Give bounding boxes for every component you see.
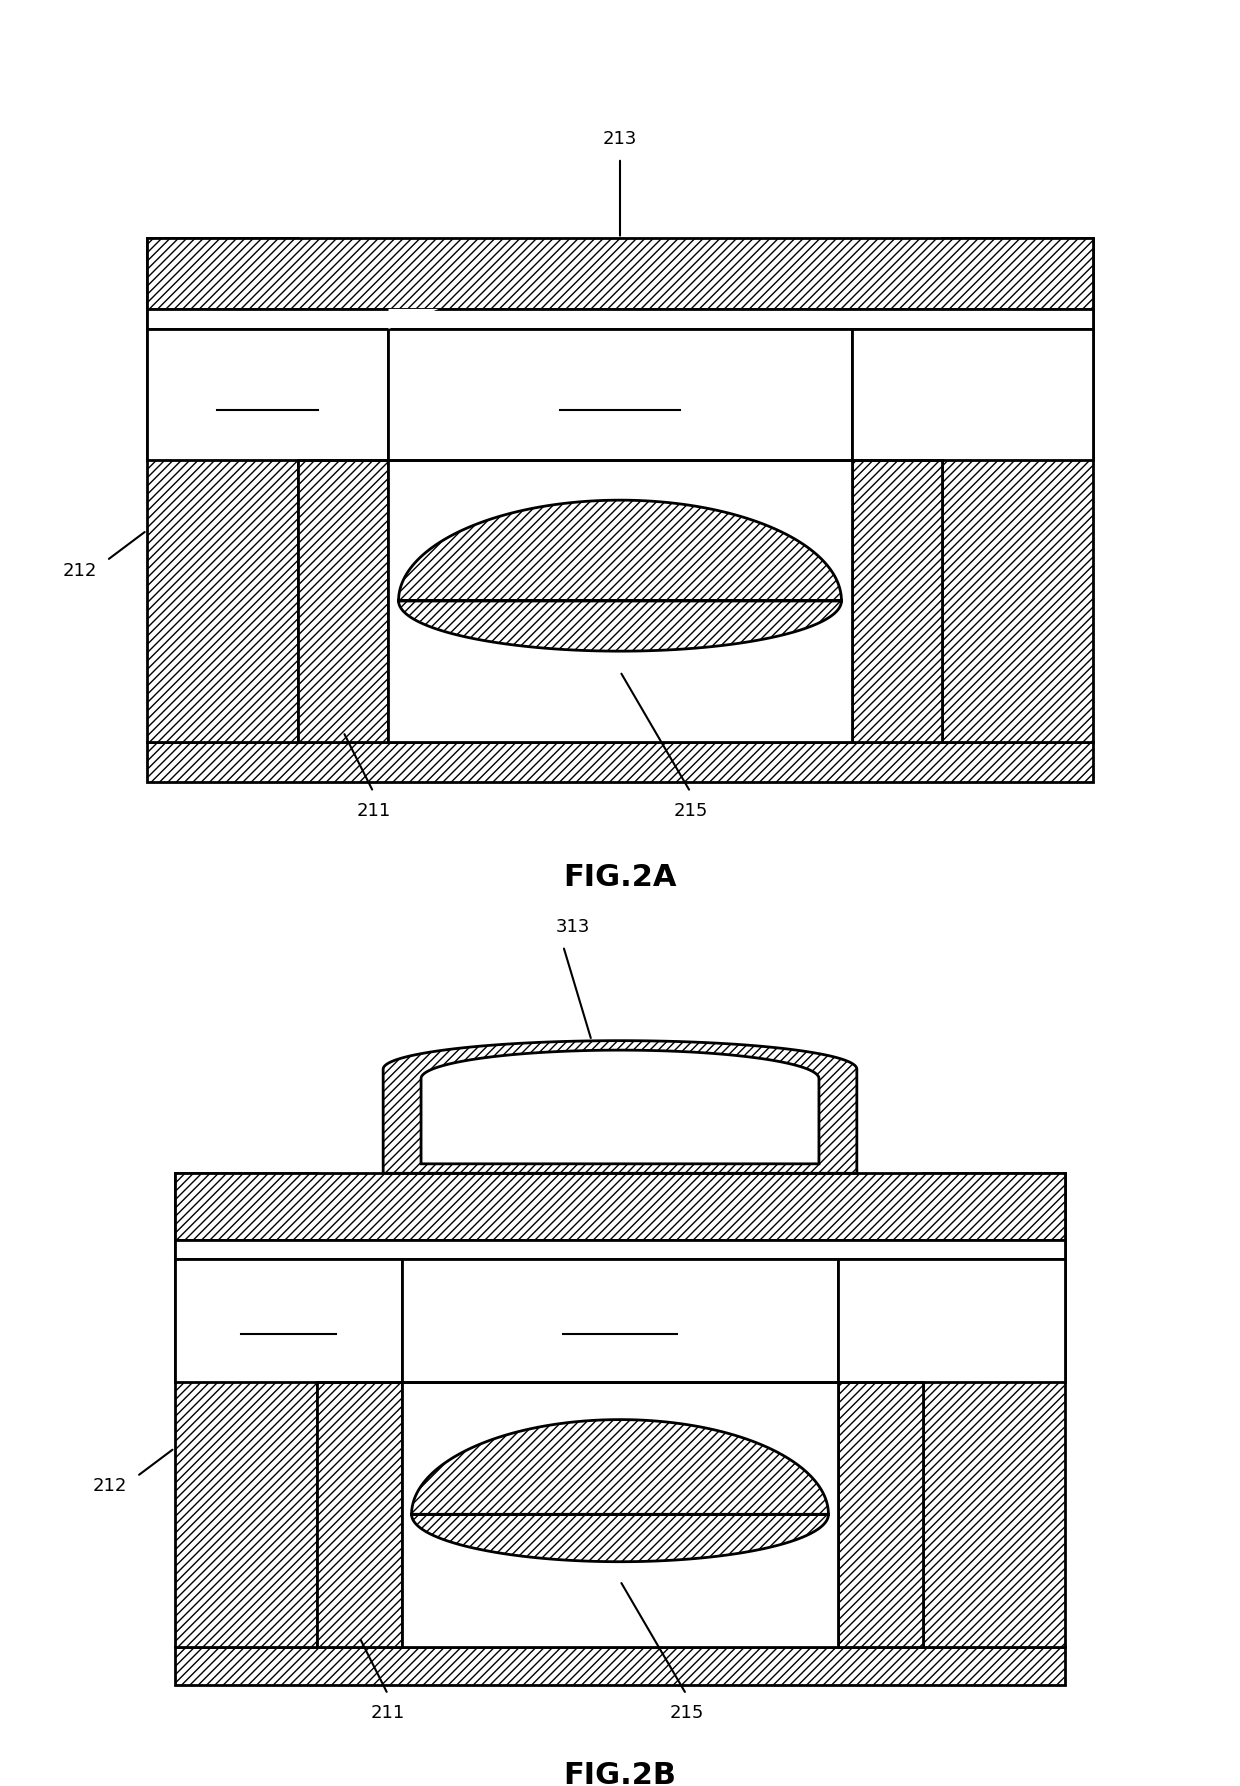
Polygon shape (422, 1050, 818, 1164)
Text: 313: 313 (556, 918, 590, 936)
Bar (388, 329, 852, 461)
Text: 215: 215 (673, 802, 708, 820)
Text: 214: 214 (250, 380, 285, 398)
Text: 252: 252 (603, 380, 637, 398)
Bar (175, 1173, 1065, 1239)
Bar (388, 461, 852, 741)
Text: 211: 211 (356, 802, 391, 820)
Bar (146, 309, 1094, 329)
Text: 252: 252 (603, 1306, 637, 1325)
Text: 211: 211 (371, 1704, 405, 1722)
Bar (838, 1259, 1065, 1382)
Bar (838, 1382, 923, 1647)
Bar (852, 329, 1094, 461)
Bar (402, 1259, 838, 1382)
Text: 212: 212 (93, 1477, 128, 1495)
Bar (146, 329, 388, 461)
Text: 215: 215 (670, 1704, 703, 1722)
Polygon shape (398, 500, 842, 652)
Polygon shape (412, 1420, 828, 1561)
Bar (402, 1382, 838, 1647)
Bar (317, 1382, 402, 1647)
Bar (298, 461, 388, 741)
Bar (175, 1173, 317, 1647)
Bar (923, 1173, 1065, 1647)
Bar (146, 239, 298, 741)
Text: FIG.2B: FIG.2B (563, 1761, 677, 1786)
Bar (175, 1239, 1065, 1259)
Polygon shape (388, 309, 439, 329)
Bar (175, 1259, 402, 1382)
Text: FIG.2A: FIG.2A (563, 863, 677, 891)
Bar (852, 461, 942, 741)
Text: 214: 214 (272, 1306, 305, 1325)
Bar (175, 1647, 1065, 1684)
Bar (146, 741, 1094, 782)
Text: 212: 212 (62, 561, 97, 580)
Bar (942, 239, 1094, 741)
Text: 213: 213 (603, 130, 637, 148)
Bar (146, 239, 1094, 309)
Polygon shape (383, 1041, 857, 1173)
